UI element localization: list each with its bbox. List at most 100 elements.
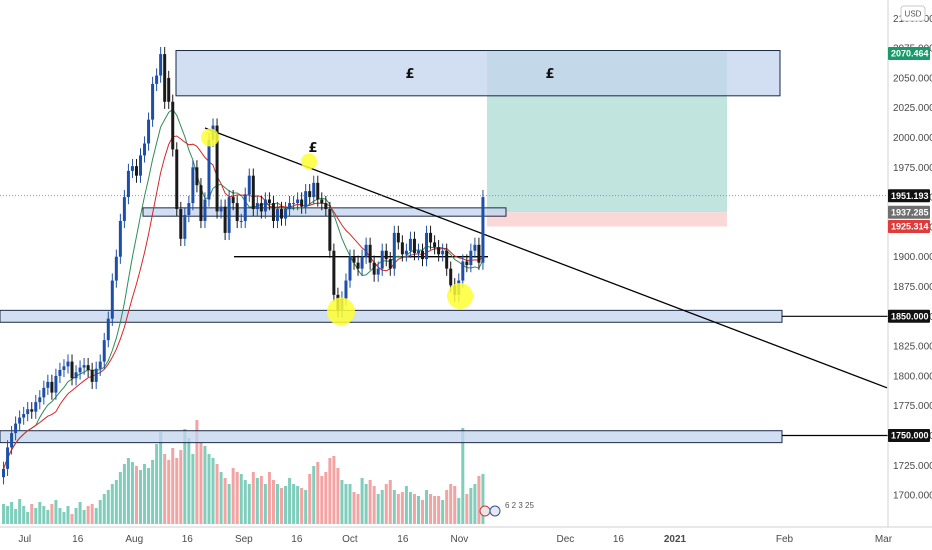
volume-bar [134, 466, 138, 524]
candle-body [344, 280, 348, 299]
volume-bar [163, 454, 167, 524]
price-tick-label: 1825.000 [893, 342, 932, 353]
volume-bar [255, 478, 259, 524]
candle-body [66, 361, 70, 367]
price-tick-label: 1875.000 [893, 282, 932, 293]
candle-body [461, 261, 465, 281]
time-tick-label: 16 [613, 534, 625, 545]
volume-bar [429, 494, 433, 524]
candle-body [288, 203, 292, 210]
zone-layer: £ £ £ [0, 50, 783, 444]
stop-zone [487, 212, 727, 227]
volume-bar [74, 508, 78, 524]
time-tick-label: 16 [182, 534, 194, 545]
volume-bar [207, 454, 211, 524]
candle-body [348, 256, 352, 281]
volume-bar [46, 510, 50, 524]
time-tick-label: Dec [557, 534, 575, 545]
time-tick-label: 2021 [664, 534, 687, 545]
volume-bar [376, 494, 380, 524]
candle-body [207, 139, 211, 200]
volume-bar [151, 460, 155, 524]
volume-bar [26, 512, 30, 524]
price-tag-label: 1937.285 [891, 207, 929, 217]
volume-bar [34, 508, 38, 524]
time-tick-label: Feb [776, 534, 794, 545]
volume-bar [66, 506, 70, 524]
volume-bar [352, 492, 356, 524]
volume-bar [441, 500, 445, 524]
price-tag-label: 1850.000 [891, 312, 929, 322]
price-tick-label: 2050.000 [893, 73, 932, 84]
candle-body [147, 119, 151, 144]
candle-body [46, 381, 50, 388]
volume-bar [324, 472, 328, 524]
candle-body [425, 232, 429, 260]
volume-bar [433, 496, 437, 524]
candle-body [10, 433, 14, 448]
volume-bar [14, 509, 18, 524]
volume-bar [223, 478, 227, 524]
candle-body [74, 372, 78, 379]
candle-body [50, 381, 54, 393]
ma-short-line [3, 108, 484, 470]
volume-bar [380, 490, 384, 524]
trendline-layer [0, 108, 888, 470]
volume-bar [126, 458, 130, 524]
price-tag-label: 2070.464 [891, 49, 929, 59]
candle-body [34, 402, 38, 412]
candle-body [284, 209, 288, 219]
candle-body [6, 447, 10, 469]
candle-body [54, 375, 58, 393]
volume-bar [392, 490, 396, 524]
candle-layer [2, 46, 485, 485]
candle-body [360, 256, 364, 269]
volume-bar [421, 500, 425, 524]
volume-bar [98, 500, 102, 524]
volume-bar [30, 504, 34, 524]
volume-bar [147, 468, 151, 524]
candle-body [255, 203, 259, 210]
volume-bar [328, 458, 332, 524]
volume-bar [139, 470, 143, 524]
price-tag-layer: 2070.464 1951.193 1937.285 1925.314 1850.000… [888, 47, 930, 442]
time-tick-label: 16 [72, 534, 84, 545]
candle-body [90, 369, 94, 382]
candle-body [473, 244, 477, 251]
price-tick-label: 1775.000 [893, 401, 932, 412]
candle-body [465, 261, 469, 266]
candle-body [94, 368, 98, 382]
candle-body [183, 214, 187, 239]
volume-bar [388, 480, 392, 524]
candle-body [429, 232, 433, 243]
candle-body [280, 209, 284, 219]
volume-bar [6, 506, 10, 524]
highlight-marker [327, 297, 355, 326]
volume-bar [191, 454, 195, 524]
price-tick-label: 1900.000 [893, 252, 932, 263]
volume-bar [469, 488, 473, 524]
candle-body [243, 194, 247, 221]
candle-body [400, 242, 404, 255]
candle-body [215, 125, 219, 212]
candle-body [199, 185, 203, 221]
candle-body [388, 259, 392, 269]
volume-bar [171, 448, 175, 524]
volume-bar [155, 444, 159, 524]
flag-icon [479, 505, 491, 517]
volume-bar [368, 480, 372, 524]
candle-body [441, 250, 445, 255]
candle-body [380, 250, 384, 269]
candle-body [155, 75, 159, 84]
volume-bar [263, 484, 267, 524]
time-tick-label: 16 [291, 534, 303, 545]
candle-body [292, 203, 296, 205]
flag-icon [489, 505, 501, 517]
price-tick-label: 1700.000 [893, 491, 932, 502]
time-tick-label: 16 [397, 534, 409, 545]
price-tag [888, 220, 930, 234]
candle-body [195, 167, 199, 186]
volume-bar [400, 492, 404, 524]
volume-bar [159, 432, 163, 524]
